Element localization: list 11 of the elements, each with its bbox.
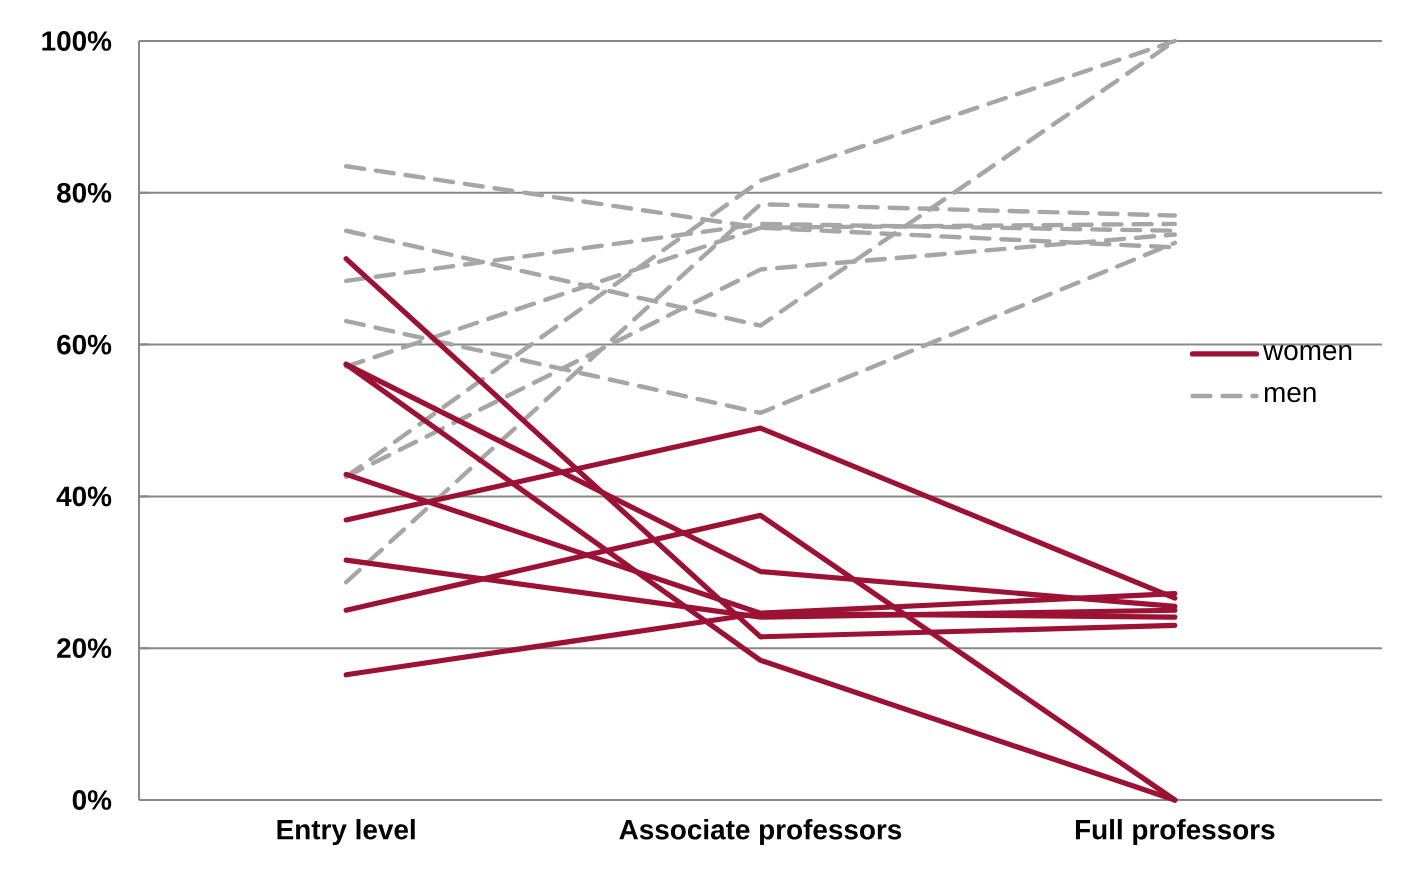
x-tick-label: Entry level — [277, 819, 415, 846]
y-tick-label: 60% — [57, 334, 112, 355]
legend-label: men — [1264, 386, 1316, 403]
y-tick-label: 80% — [57, 182, 112, 203]
y-tick-label: 0% — [72, 790, 112, 810]
x-tick-label: Full professors — [1075, 819, 1275, 846]
x-tick-label: Associate professors — [619, 819, 902, 846]
legend-label: women — [1263, 344, 1352, 361]
y-tick-label: 20% — [57, 638, 112, 659]
y-tick-label: 100% — [42, 31, 112, 51]
y-tick-label: 40% — [56, 486, 112, 507]
